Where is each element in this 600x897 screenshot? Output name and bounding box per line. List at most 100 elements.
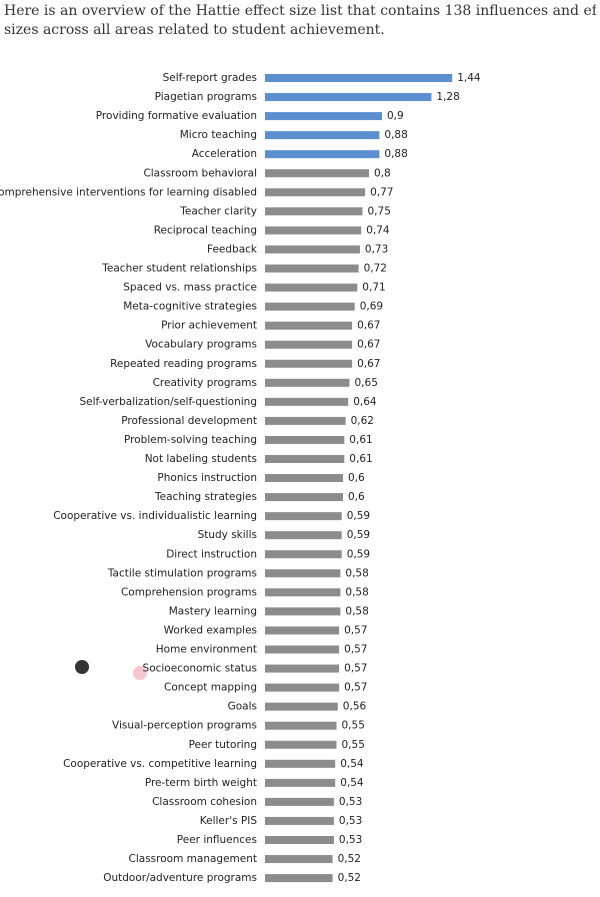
value-label: 0,6 [348,472,365,484]
category-label: Comprehensive interventions for learning… [0,186,257,198]
value-label: 0,59 [347,510,370,522]
bar [265,245,360,254]
value-label: 0,57 [344,663,367,675]
bar [265,816,334,825]
bar [265,226,362,235]
bar [265,588,341,597]
category-label: Pre-term birth weight [145,777,257,789]
bar [265,664,340,673]
category-label: Outdoor/adventure programs [103,872,257,884]
category-label: Tactile stimulation programs [107,567,257,579]
bar [265,493,343,502]
category-label: Classroom management [129,853,257,865]
category-label: Teaching strategies [154,491,257,503]
intro-line: Here is an overview of the Hattie effect… [4,3,596,19]
bar [265,778,336,787]
category-label: Mastery learning [169,605,257,617]
bar [265,340,353,349]
bar [265,645,340,654]
bar [265,874,333,883]
bar [265,321,353,330]
bar [265,112,382,121]
category-label: Peer tutoring [189,739,257,751]
bar [265,131,380,140]
bar [265,759,336,768]
bar [265,531,342,540]
value-label: 0,8 [374,167,391,179]
bar [265,93,432,102]
value-label: 0,65 [355,377,378,389]
category-label: Keller's PIS [200,815,258,827]
bar [265,207,363,216]
value-label: 0,55 [342,739,365,751]
value-label: 0,53 [339,834,362,846]
bar [265,683,340,692]
category-label: Socioeconomic status [143,663,257,675]
value-label: 0,69 [360,301,383,313]
category-label: Self-verbalization/self-questioning [79,396,257,408]
value-label: 0,53 [339,815,362,827]
category-label: Vocabulary programs [145,339,257,351]
bar [265,740,337,749]
category-label: Problem-solving teaching [124,434,257,446]
category-label: Classroom behavioral [143,167,257,179]
bar [265,169,369,178]
category-label: Home environment [156,644,257,656]
category-label: Acceleration [192,148,257,160]
value-label: 0,88 [384,148,407,160]
category-label: Teacher student relationships [101,263,257,275]
bar [265,283,358,292]
category-label: Direct instruction [166,548,257,560]
category-label: Micro teaching [180,129,257,141]
value-label: 0,61 [349,453,372,465]
category-label: Not labeling students [145,453,257,465]
value-label: 0,52 [338,853,361,865]
category-label: Visual-perception programs [112,720,257,732]
bar [265,855,333,864]
value-label: 0,58 [345,567,368,579]
value-label: 0,9 [387,110,404,122]
bar [265,702,338,711]
value-label: 0,61 [349,434,372,446]
category-label: Spaced vs. mass practice [123,282,257,294]
bar [265,626,340,635]
bar [265,455,345,463]
category-label: Reciprocal teaching [154,224,257,236]
category-label: Self-report grades [163,72,257,84]
category-label: Providing formative evaluation [96,110,257,122]
value-label: 0,53 [339,796,362,808]
category-label: Professional development [121,415,257,427]
bar [265,188,366,197]
value-label: 0,59 [347,548,370,560]
category-label: Feedback [207,243,258,255]
value-label: 0,55 [342,720,365,732]
category-label: Study skills [198,529,257,541]
category-label: Goals [228,701,257,713]
value-label: 0,77 [370,186,393,198]
bar [265,378,350,387]
value-label: 0,72 [364,263,387,275]
value-label: 0,58 [345,586,368,598]
value-label: 0,62 [351,415,374,427]
bar [265,550,342,559]
category-label: Worked examples [164,624,257,636]
value-label: 0,6 [348,491,365,503]
bar [265,836,334,844]
value-label: 1,28 [436,91,459,103]
icon [75,660,89,674]
bar [265,474,343,483]
category-label: Peer influences [177,834,257,846]
bar [265,74,453,82]
bar [265,416,346,425]
bar [265,797,334,806]
value-label: 0,67 [357,320,380,332]
category-label: Cooperative vs. competitive learning [63,758,257,770]
value-label: 0,71 [362,282,385,294]
value-label: 0,67 [357,339,380,351]
intro-line: sizes across all areas related to studen… [4,22,385,38]
value-label: 0,67 [357,358,380,370]
category-label: Classroom cohesion [152,796,257,808]
value-label: 0,57 [344,624,367,636]
category-label: Comprehension programs [121,586,257,598]
value-label: 0,58 [345,605,368,617]
